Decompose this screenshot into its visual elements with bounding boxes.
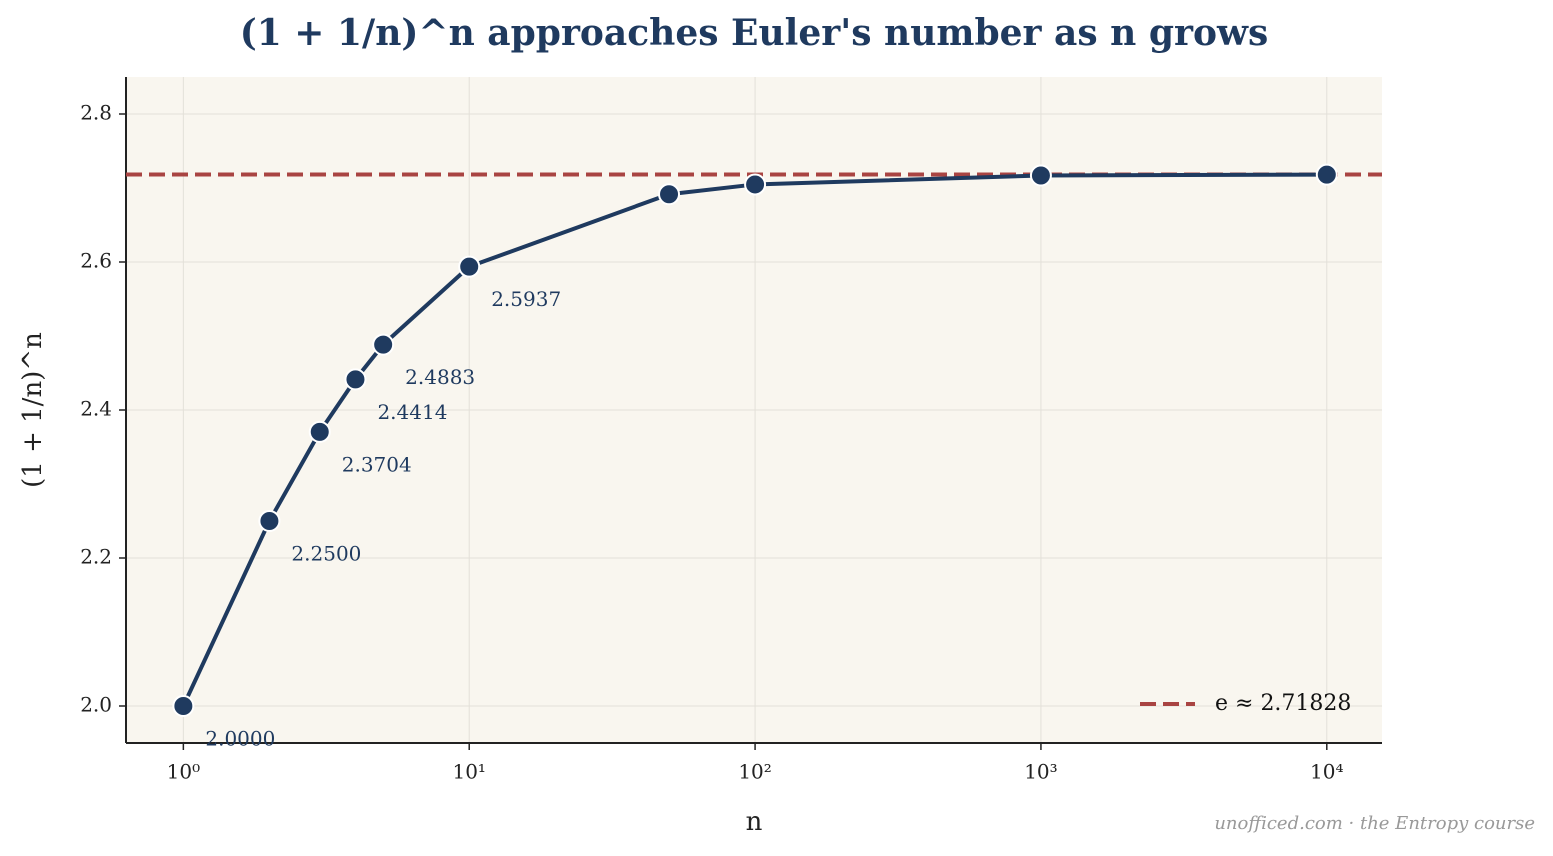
y-axis-label: (1 + 1/n)^n [18, 332, 48, 488]
legend-label: e ≈ 2.71828 [1215, 691, 1351, 716]
marker [172, 695, 195, 717]
value-label: 2.4414 [377, 400, 447, 424]
marker [458, 255, 481, 278]
marker [344, 368, 367, 391]
x-tick-label: 10³ [1024, 760, 1057, 784]
marker [744, 173, 767, 196]
y-tick-label: 2.8 [80, 101, 112, 125]
x-tick-label: 10⁰ [167, 760, 200, 784]
series-line [181, 172, 1327, 707]
value-label: 2.0000 [205, 727, 275, 751]
x-axis-label: n [746, 807, 763, 837]
x-tick-label: 10⁴ [1310, 760, 1343, 784]
marker [1029, 164, 1052, 187]
value-label: 2.2500 [291, 542, 361, 566]
marker [258, 510, 281, 532]
marker [1315, 163, 1338, 186]
marker [658, 183, 681, 206]
marker [372, 333, 395, 356]
y-tick-label: 2.6 [80, 249, 112, 273]
value-label: 2.4883 [405, 365, 475, 389]
y-tick-label: 2.0 [80, 693, 112, 717]
x-tick-label: 10¹ [452, 760, 485, 784]
y-tick-label: 2.2 [80, 545, 112, 569]
footer: unofficed.com · the Entropy course [1214, 813, 1535, 834]
value-label: 2.5937 [491, 287, 561, 311]
marker [308, 420, 331, 443]
y-tick-label: 2.4 [80, 397, 112, 421]
chart-title: (1 + 1/n)^n approaches Euler's number as… [240, 12, 1269, 54]
value-label: 2.3704 [342, 452, 412, 476]
x-tick-label: 10² [738, 760, 771, 784]
